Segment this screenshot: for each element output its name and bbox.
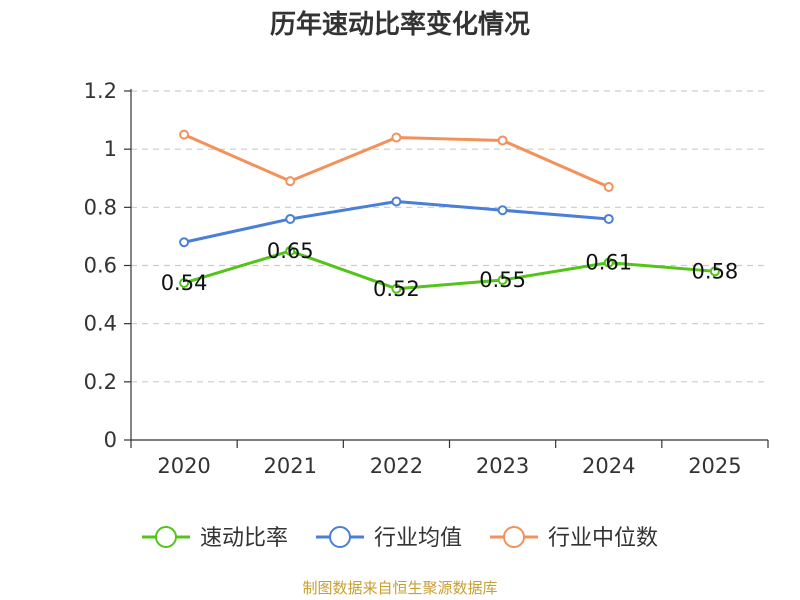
- legend-marker: [503, 526, 526, 548]
- y-tick-label: 0.4: [84, 312, 117, 336]
- data-point: [285, 213, 296, 224]
- y-tick-label: 0.6: [84, 254, 117, 278]
- legend-label: 行业中位数: [548, 526, 658, 551]
- legend-marker: [328, 526, 351, 548]
- legend-item-3[interactable]: 行业中位数: [490, 526, 658, 551]
- y-tick-label: 1: [104, 137, 117, 161]
- source-note: 制图数据来自恒生聚源数据库: [302, 579, 497, 597]
- data-label: 0.54: [161, 271, 208, 295]
- data-point: [179, 237, 190, 248]
- x-tick-label: 2020: [157, 454, 210, 478]
- legend[interactable]: 速动比率 行业均值 行业中位数: [141, 526, 658, 551]
- data-point: [709, 266, 720, 277]
- data-point: [497, 275, 508, 286]
- data-label: 0.58: [692, 259, 739, 283]
- x-tick-label: 2021: [264, 454, 317, 478]
- data-label: 0.55: [479, 268, 526, 292]
- y-tick-label: 0.8: [84, 195, 117, 219]
- legend-item-2[interactable]: 行业均值: [315, 526, 462, 551]
- y-axis: 0 0.2 0.4 0.6 0.8 1 1.2: [84, 79, 132, 452]
- series-layer: [179, 129, 720, 294]
- data-point: [285, 176, 296, 187]
- data-point: [285, 245, 296, 256]
- data-point: [391, 132, 402, 143]
- data-point: [603, 213, 614, 224]
- grid: [131, 90, 768, 383]
- legend-item-1[interactable]: 速动比率: [141, 526, 288, 551]
- y-tick-label: 0: [104, 428, 117, 452]
- legend-label: 行业均值: [374, 526, 462, 551]
- chart-title: 历年速动比率变化情况: [270, 9, 530, 40]
- y-tick-label: 1.2: [84, 79, 117, 103]
- data-point: [179, 129, 190, 140]
- data-labels: 0.54 0.65 0.52 0.55 0.61 0.58: [161, 239, 739, 301]
- series-line-1: [183, 249, 716, 291]
- data-point: [497, 135, 508, 146]
- x-tick-label: 2022: [370, 454, 423, 478]
- x-tick-label: 2023: [476, 454, 529, 478]
- y-tick-label: 0.2: [84, 370, 117, 394]
- x-axis: 2020 2021 2022 2023 2024 2025: [130, 439, 769, 478]
- data-label: 0.52: [373, 277, 420, 301]
- data-label: 0.65: [267, 239, 314, 263]
- legend-marker: [154, 526, 177, 548]
- data-point: [391, 283, 402, 294]
- data-point: [603, 181, 614, 192]
- data-point: [179, 277, 190, 288]
- data-point: [391, 196, 402, 207]
- x-tick-label: 2025: [688, 454, 741, 478]
- data-point: [603, 257, 614, 268]
- legend-label: 速动比率: [200, 526, 288, 551]
- x-tick-label: 2024: [582, 454, 635, 478]
- data-label: 0.61: [585, 251, 632, 275]
- data-point: [497, 205, 508, 216]
